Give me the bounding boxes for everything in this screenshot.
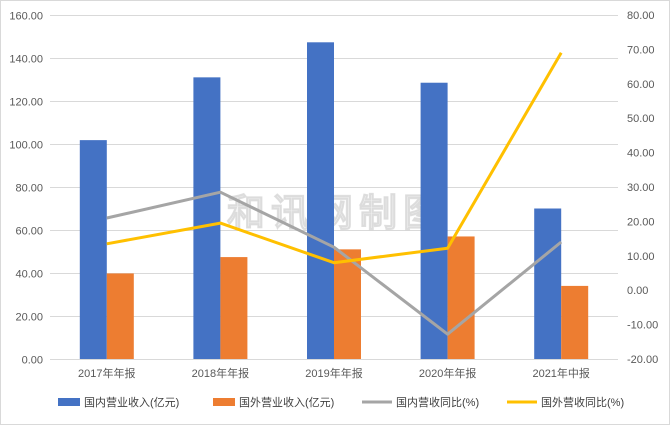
y-right-tick-label: 50.00 xyxy=(627,113,655,125)
legend-swatch-bar xyxy=(58,398,80,406)
y-left-tick-label: 140.00 xyxy=(9,54,43,66)
y-right-tick-label: -20.00 xyxy=(627,354,658,366)
y-left-tick-label: 160.00 xyxy=(9,11,43,23)
legend-label: 国外营业收入(亿元) xyxy=(239,395,334,409)
y-left-tick-label: 0.00 xyxy=(22,355,43,367)
x-tick-label: 2020年年报 xyxy=(419,366,476,380)
bar-foreign-revenue xyxy=(561,285,589,359)
legend-label: 国内营业收入(亿元) xyxy=(84,395,179,409)
y-right-tick-label: 60.00 xyxy=(627,79,655,91)
x-tick-label: 2017年年报 xyxy=(78,366,135,380)
x-tick-label: 2018年年报 xyxy=(192,366,249,380)
bar-domestic-revenue xyxy=(193,77,221,359)
bar-domestic-revenue xyxy=(307,42,334,360)
bar-foreign-revenue xyxy=(447,236,475,359)
legend-swatch-bar xyxy=(213,398,235,406)
bar-domestic-revenue xyxy=(420,82,448,359)
bar-foreign-revenue xyxy=(106,273,134,359)
line-foreign-yoy xyxy=(106,52,563,265)
y-left-tick-label: 60.00 xyxy=(15,226,43,238)
x-tick-label: 2021年中报 xyxy=(532,366,589,380)
legend-label: 国外营收同比(%) xyxy=(541,395,624,409)
bar-domestic-revenue xyxy=(79,140,107,359)
y-left-tick-label: 20.00 xyxy=(15,312,43,324)
y-right-tick-label: 10.00 xyxy=(627,251,655,263)
y-left-tick-label: 40.00 xyxy=(15,269,43,281)
y-right-tick-label: 20.00 xyxy=(627,216,655,228)
bar-foreign-revenue xyxy=(220,257,248,359)
line-domestic-yoy xyxy=(106,190,563,336)
y-left-tick-label: 80.00 xyxy=(15,183,43,195)
y-right-tick-label: 70.00 xyxy=(627,44,655,56)
y-right-tick-label: 40.00 xyxy=(627,148,655,160)
y-right-tick-label: 0.00 xyxy=(627,285,648,297)
y-right-tick-label: 80.00 xyxy=(627,10,655,22)
bar-foreign-revenue xyxy=(334,249,361,359)
y-right-tick-label: 30.00 xyxy=(627,182,655,194)
y-left-tick-label: 120.00 xyxy=(9,97,43,109)
x-tick-label: 2019年年报 xyxy=(305,366,362,380)
y-left-tick-label: 100.00 xyxy=(9,140,43,152)
bar-domestic-revenue xyxy=(534,208,562,359)
legend-label: 国内营收同比(%) xyxy=(396,395,479,409)
y-right-tick-label: -10.00 xyxy=(627,320,658,332)
